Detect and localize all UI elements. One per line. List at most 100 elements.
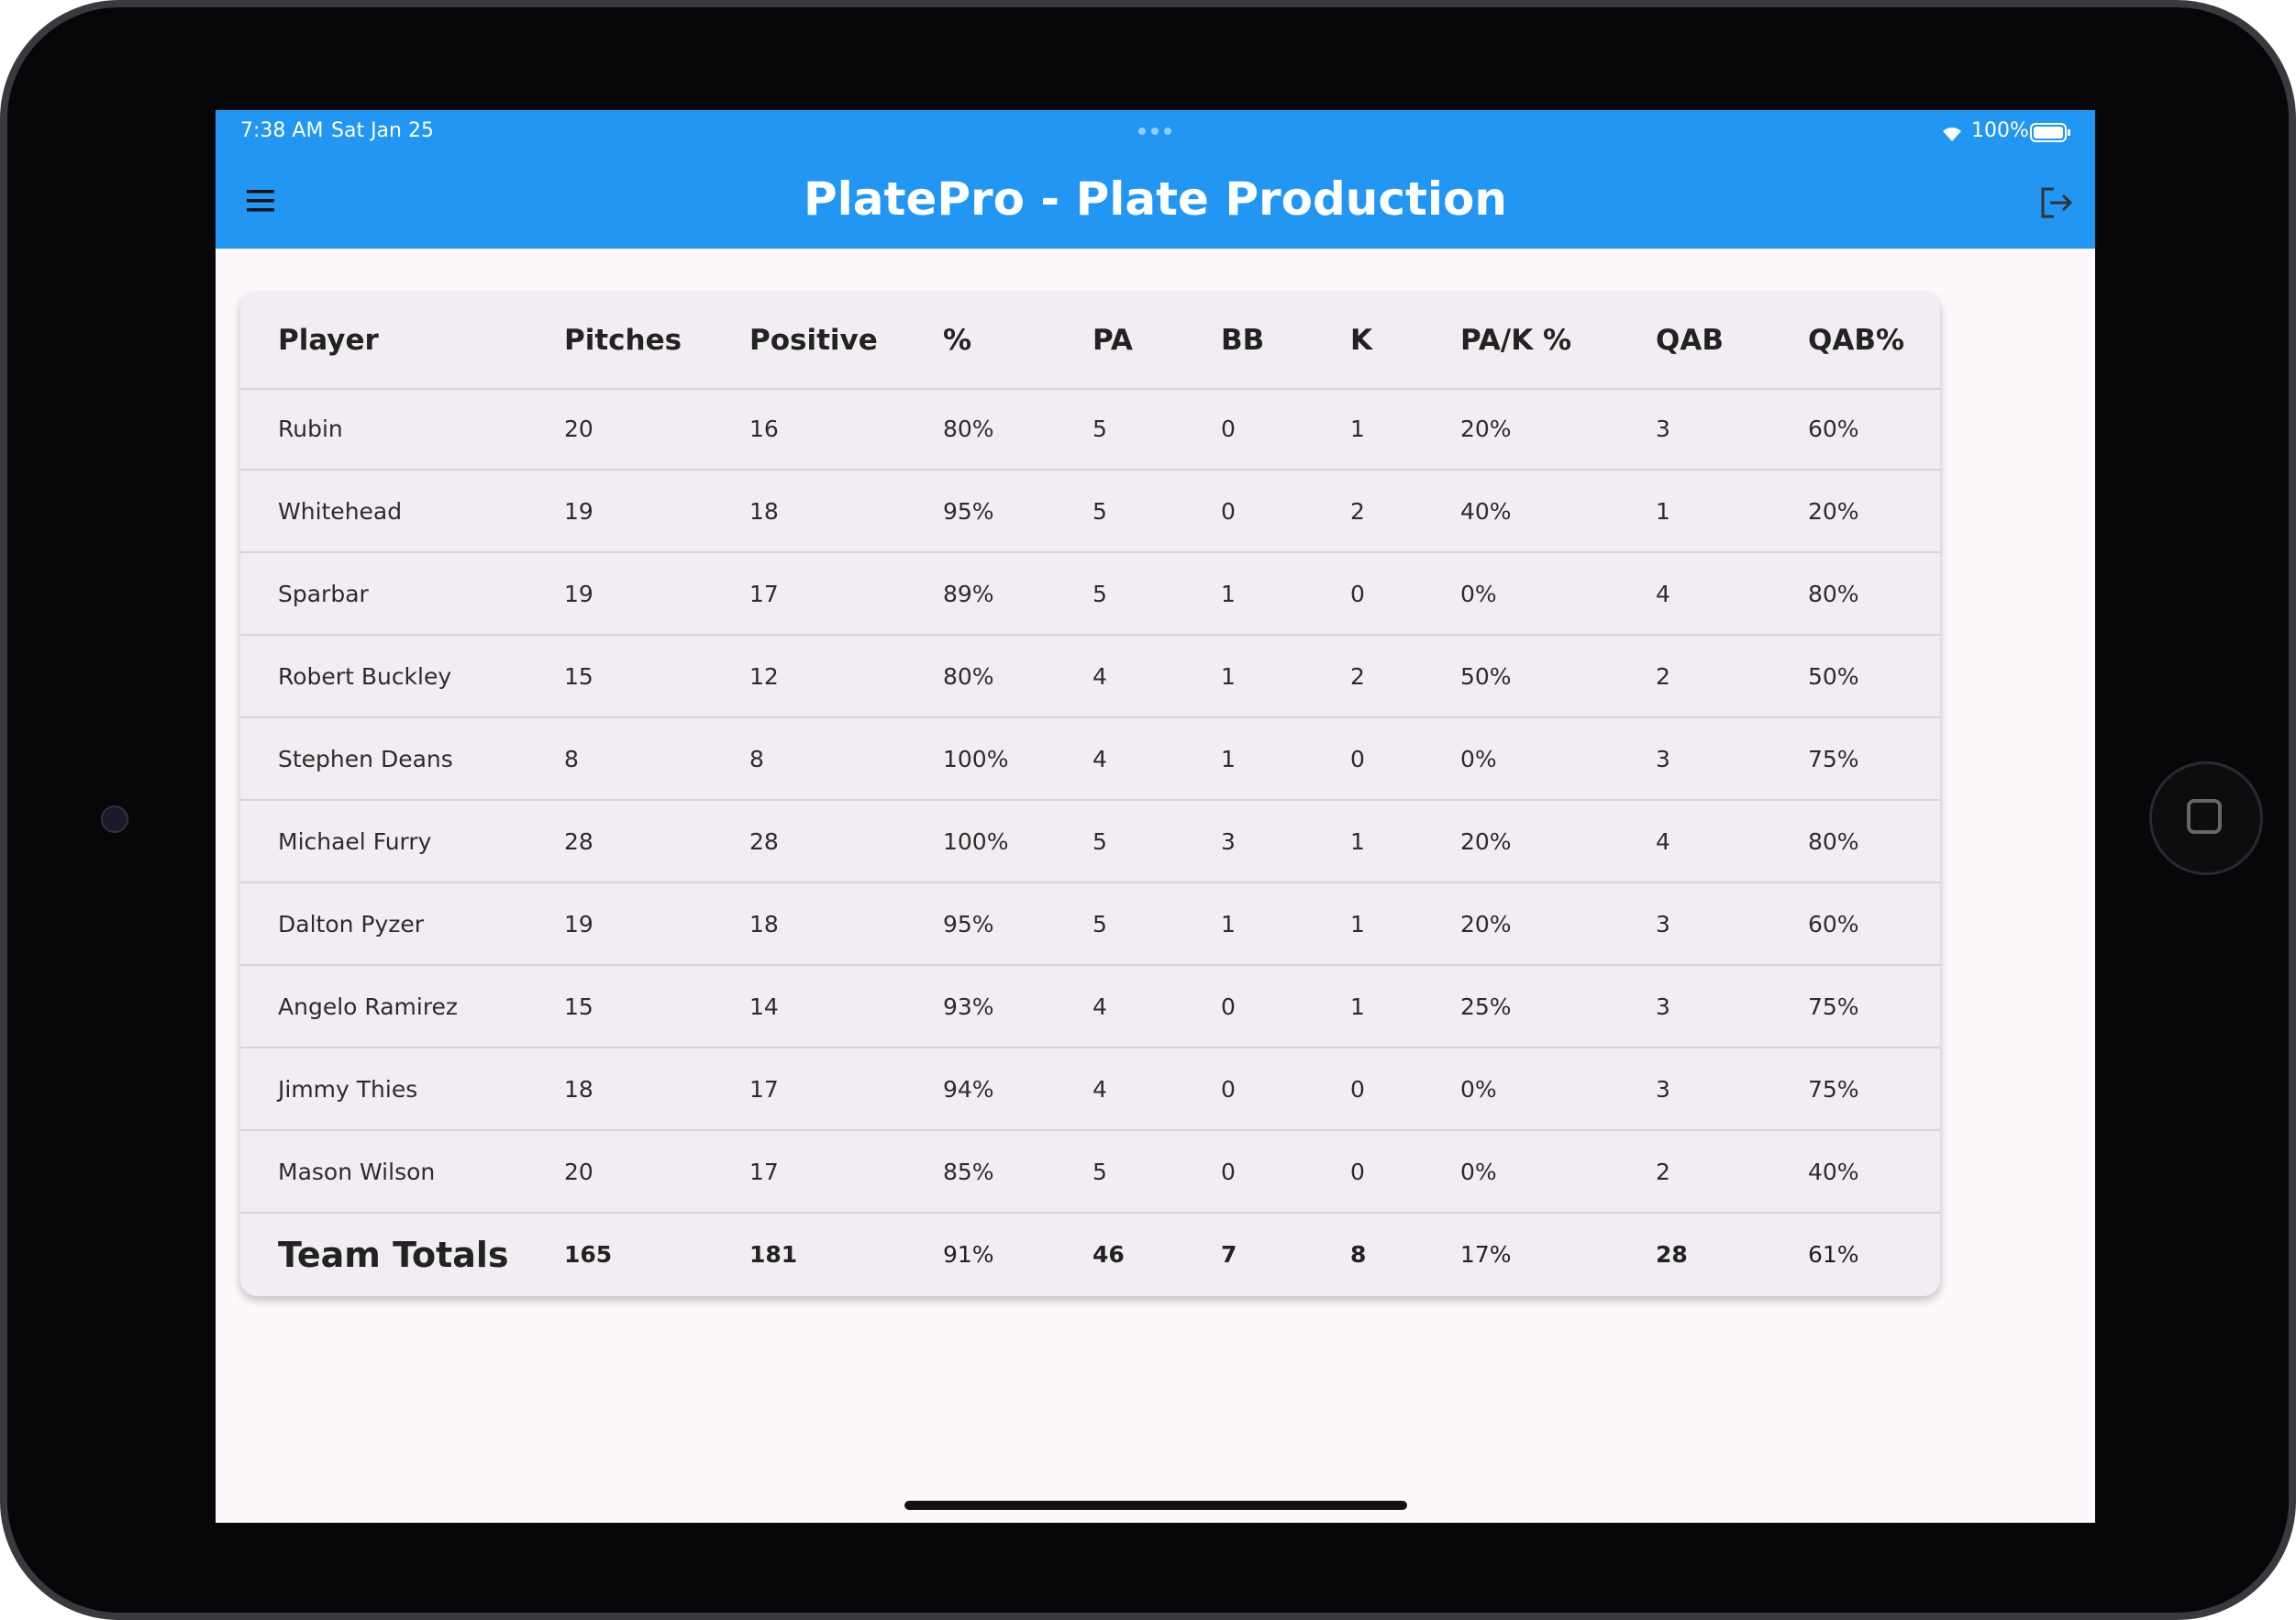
stat-cell: 1 [1221, 911, 1236, 938]
status-battery: 100% [1971, 119, 2029, 142]
stat-cell: 3 [1221, 828, 1236, 855]
stat-cell: 20% [1460, 416, 1512, 442]
player-row: Whitehead 19 18 95% 5 0 2 40% 1 20% [240, 471, 1940, 553]
app-bar: 7:38 AM Sat Jan 25 100% PlatePro - Plate… [216, 110, 2095, 249]
stat-cell: 18 [749, 498, 779, 525]
stat-cell: 14 [749, 993, 779, 1020]
stat-cell: 165 [564, 1241, 613, 1268]
stat-cell: BB [1221, 324, 1265, 357]
stat-cell: 20% [1460, 911, 1512, 938]
stat-cell: 16 [749, 416, 779, 442]
stat-cell: 75% [1808, 993, 1859, 1020]
stat-cell: 3 [1656, 746, 1670, 772]
multitask-dots[interactable] [1137, 127, 1173, 136]
stat-cell: 18 [564, 1076, 593, 1103]
stat-cell: 2 [1656, 1159, 1670, 1185]
stat-cell: PA [1093, 324, 1133, 357]
stat-cell: QAB [1656, 324, 1724, 357]
stat-cell: 20% [1460, 828, 1512, 855]
stat-cell: 4 [1093, 993, 1107, 1020]
stat-cell: 4 [1093, 1076, 1107, 1103]
player-row: Rubin 20 16 80% 5 0 1 20% 3 60% [240, 388, 1940, 471]
stat-cell: 3 [1656, 1076, 1670, 1103]
stat-cell: 1 [1656, 498, 1670, 525]
stat-cell: 75% [1808, 746, 1859, 772]
stat-cell: 17 [749, 581, 779, 607]
player-cell: Rubin [278, 416, 343, 442]
player-cell: Angelo Ramirez [278, 993, 459, 1020]
player-cell: Stephen Deans [278, 746, 453, 772]
stat-cell: 3 [1656, 993, 1670, 1020]
player-row: Dalton Pyzer 19 18 95% 5 1 1 20% 3 60% [240, 883, 1940, 966]
player-row: Jimmy Thies 18 17 94% 4 0 0 0% 3 75% [240, 1049, 1940, 1131]
stat-cell: 19 [564, 498, 593, 525]
stat-cell: 60% [1808, 911, 1859, 938]
stat-cell: 17 [749, 1159, 779, 1185]
player-row: Robert Buckley 15 12 80% 4 1 2 50% 2 50% [240, 636, 1940, 718]
stat-cell: 15 [564, 663, 593, 690]
player-cell: Jimmy Thies [278, 1076, 418, 1103]
stat-cell: 15 [564, 993, 593, 1020]
stat-cell: 1 [1221, 663, 1236, 690]
stat-cell: 95% [943, 911, 994, 938]
stat-cell: 94% [943, 1076, 994, 1103]
stat-cell: K [1350, 324, 1373, 357]
header-row: Player Pitches Positive% PA BB K PA/K % QAB QAB% [240, 293, 1940, 390]
stat-cell: 0 [1350, 746, 1365, 772]
stat-cell: 0 [1350, 1159, 1365, 1185]
app-title: PlatePro - Plate Production [804, 172, 1507, 226]
stat-cell: 50% [1460, 663, 1512, 690]
home-button[interactable] [2149, 761, 2263, 875]
status-time: 7:38 AM [240, 119, 324, 142]
stat-cell: 100% [943, 828, 1009, 855]
stat-cell: 93% [943, 993, 994, 1020]
wifi-icon [1943, 128, 1961, 141]
stat-cell: 3 [1656, 416, 1670, 442]
stat-cell: 0% [1460, 746, 1497, 772]
stat-cell: 19 [564, 911, 593, 938]
stat-cell: 0 [1350, 1076, 1365, 1103]
stat-cell: 12 [749, 663, 779, 690]
stat-cell: 8 [1350, 1241, 1367, 1268]
stat-cell: 5 [1093, 828, 1107, 855]
stat-cell: Pitches [564, 324, 682, 357]
stat-cell: 1 [1350, 993, 1365, 1020]
camera [101, 805, 128, 833]
stat-cell: 4 [1656, 581, 1670, 607]
player-cell: Player [278, 324, 379, 357]
stat-cell: 89% [943, 581, 994, 607]
stat-cell: % [943, 324, 972, 357]
player-row: Angelo Ramirez 15 14 93% 4 0 1 25% 3 75% [240, 966, 1940, 1049]
stat-cell: 20 [564, 416, 593, 442]
stat-cell: 95% [943, 498, 994, 525]
stat-cell: 2 [1350, 663, 1365, 690]
stat-cell: 5 [1093, 581, 1107, 607]
stat-cell: 0 [1221, 1076, 1236, 1103]
player-cell: Whitehead [278, 498, 403, 525]
stat-cell: Positive [749, 324, 878, 357]
stat-cell: 5 [1093, 911, 1107, 938]
stat-cell: 0 [1221, 416, 1236, 442]
stat-cell: 80% [1808, 828, 1859, 855]
stat-cell: 18 [749, 911, 779, 938]
stat-cell: 7 [1221, 1241, 1237, 1268]
stat-cell: 1 [1350, 828, 1365, 855]
totals-row: Team Totals 165 181 91% 46 7 8 17% 28 61% [240, 1214, 1940, 1296]
menu-button[interactable] [245, 187, 276, 215]
player-cell: Dalton Pyzer [278, 911, 425, 938]
player-row: Michael Furry 28 28 100% 5 3 1 20% 4 80% [240, 801, 1940, 883]
stat-cell: 2 [1350, 498, 1365, 525]
stat-cell: 2 [1656, 663, 1670, 690]
stat-cell: 50% [1808, 663, 1859, 690]
stat-cell: 1 [1350, 416, 1365, 442]
stat-cell: 40% [1808, 1159, 1859, 1185]
stat-cell: 17% [1460, 1241, 1512, 1268]
stat-cell: 20 [564, 1159, 593, 1185]
stat-cell: 0 [1221, 498, 1236, 525]
stat-cell: 20% [1808, 498, 1859, 525]
stat-cell: 28 [749, 828, 779, 855]
logout-button[interactable] [2039, 185, 2074, 220]
stat-cell: 80% [943, 663, 994, 690]
stats-table: Player Pitches Positive% PA BB K PA/K % QAB QAB%… [240, 293, 1940, 1296]
